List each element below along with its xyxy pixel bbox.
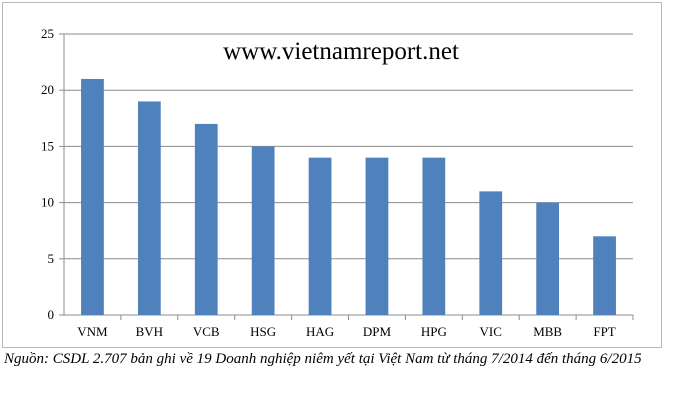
x-tick-label-hsg: HSG [250,324,276,339]
y-axis-tick-labels: 0 5 10 15 20 25 [41,26,54,322]
x-tick-label-bvh: BVH [136,324,163,339]
bar-hpg [422,157,446,315]
bar-vnm [81,78,104,316]
source-note: Nguồn: CSDL 2.707 bản ghi về 19 Doanh ng… [4,351,642,367]
bar-chart: 0 5 10 15 20 25 VNM BVH VCB HSG HAG DPM HPG VIC MBB FP… [41,26,634,339]
x-tick-label-hag: HAG [306,324,334,339]
x-tick-label-dpm: DPM [363,324,392,339]
x-tick-label-fpt: FPT [593,324,615,339]
bar-mbb [536,202,560,315]
bar-fpt [593,236,616,315]
bar-vic [479,191,503,315]
bar-hsg [251,146,275,315]
y-tick-label-20: 20 [41,82,54,97]
y-tick-label-5: 5 [48,251,55,266]
bar-bvh [137,101,161,315]
chart-frame: 0 5 10 15 20 25 VNM BVH VCB HSG HAG DPM HPG VIC MBB FP… [2,2,662,348]
y-tick-label-25: 25 [41,26,54,41]
x-tick-label-mbb: MBB [533,324,562,339]
bar-hag [308,157,332,315]
x-tick-label-hpg: HPG [421,324,447,339]
y-tick-label-10: 10 [41,195,54,210]
y-tick-label-0: 0 [48,307,55,322]
x-tick-label-vic: VIC [480,324,502,339]
x-axis-tick-labels: VNM BVH VCB HSG HAG DPM HPG VIC MBB FPT [77,324,616,339]
bar-vcb [194,123,218,315]
y-tick-label-15: 15 [41,138,54,153]
bars [81,78,616,316]
bar-dpm [365,157,389,315]
chart-annotation-watermark: www.vietnamreport.net [223,38,459,65]
x-tick-label-vcb: VCB [193,324,220,339]
x-tick-label-vnm: VNM [77,324,108,339]
